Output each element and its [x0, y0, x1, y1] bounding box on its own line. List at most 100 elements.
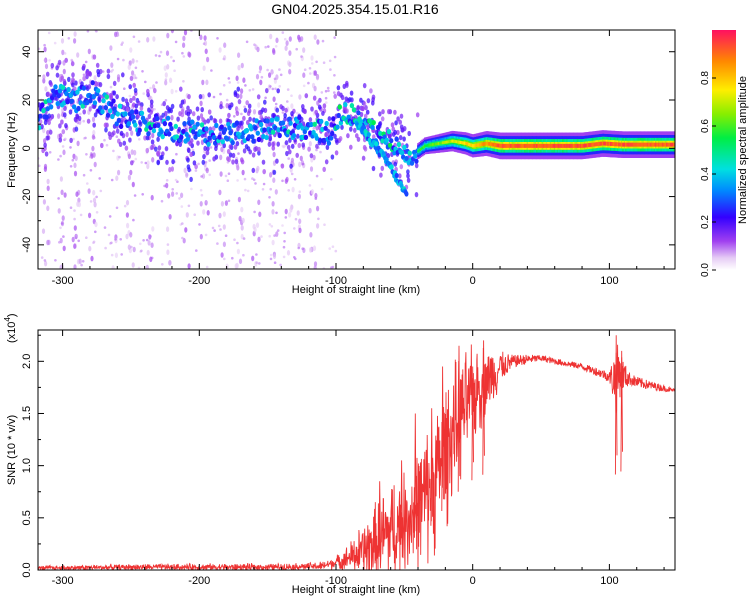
x-tick-label: -200: [188, 575, 210, 587]
noise-speckle: [274, 45, 278, 48]
band-segment: [649, 142, 652, 147]
noise-speckle: [274, 102, 278, 106]
noise-speckle: [205, 265, 209, 269]
band-segment: [648, 142, 651, 147]
band-segment: [424, 144, 427, 148]
noise-streak-blob: [42, 199, 47, 205]
band-segment: [600, 141, 603, 146]
band-segment: [503, 143, 506, 148]
ridge-cloud-blob: [286, 144, 291, 150]
ridge-cloud-blob: [396, 129, 400, 136]
noise-streak-blob: [239, 93, 243, 100]
band-segment: [553, 143, 557, 148]
noise-streak-blob: [187, 51, 191, 57]
ridge-cloud-blob: [324, 132, 328, 138]
noise-speckle: [144, 161, 148, 165]
ridge-core-blob: [126, 121, 131, 127]
branch-blob: [399, 183, 404, 189]
noise-streak-blob: [289, 207, 293, 213]
ridge-cloud-blob: [87, 84, 92, 90]
noise-speckle: [175, 152, 178, 156]
noise-speckle: [79, 213, 83, 217]
noise-speckle: [76, 121, 80, 125]
ridge-core-blob: [100, 109, 105, 115]
ridge-cloud-blob: [103, 122, 108, 128]
noise-speckle: [219, 228, 222, 231]
ridge-cloud-blob: [64, 123, 68, 129]
ridge-core-blob: [264, 134, 269, 141]
noise-speckle: [73, 209, 76, 212]
noise-speckle: [248, 89, 252, 92]
noise-streak-blob: [151, 226, 155, 232]
ridge-cloud-blob: [165, 105, 170, 111]
noise-streak-blob: [218, 47, 222, 53]
ridge-cloud-blob: [345, 108, 349, 114]
band-segment: [529, 143, 532, 148]
ridge-cloud-blob: [82, 75, 86, 82]
band-segment: [645, 142, 648, 147]
band-segment: [592, 142, 595, 147]
band-segment: [558, 143, 561, 148]
band-segment: [510, 143, 513, 148]
ridge-core-blob: [219, 124, 224, 130]
noise-speckle: [163, 184, 166, 188]
noise-speckle: [216, 37, 219, 40]
noise-streak-blob: [222, 241, 226, 248]
noise-speckle: [81, 260, 85, 263]
noise-streak-blob: [180, 192, 184, 199]
ridge-core-blob: [101, 98, 106, 104]
band-segment: [439, 141, 442, 145]
noise-streak-blob: [41, 228, 46, 234]
band-segment: [604, 141, 607, 146]
y-tick-label: 20: [21, 94, 33, 106]
noise-speckle: [165, 179, 169, 182]
band-segment: [445, 140, 449, 144]
noise-streak-blob: [183, 30, 188, 36]
ridge-core-blob: [286, 129, 291, 135]
noise-streak-blob: [111, 265, 115, 269]
colorbar-tick-label: 0.2: [700, 215, 711, 229]
ridge-core-blob: [105, 112, 111, 118]
ridge-cloud-blob: [304, 93, 309, 99]
band-segment: [635, 142, 639, 147]
ridge-core-blob: [190, 119, 195, 125]
ridge-cloud-blob: [109, 94, 114, 100]
noise-streak-blob: [275, 231, 279, 237]
ridge-cloud-blob: [154, 146, 158, 152]
ridge-cloud-blob: [295, 152, 300, 158]
noise-streak-blob: [77, 201, 81, 208]
ridge-cloud-blob: [242, 148, 247, 154]
ridge-cloud-blob: [130, 160, 134, 166]
noise-speckle: [69, 165, 73, 168]
noise-streak-blob: [296, 210, 300, 216]
ridge-core-blob: [168, 121, 173, 127]
noise-speckle: [190, 187, 193, 191]
noise-streak-blob: [256, 46, 260, 53]
noise-streak-blob: [258, 211, 262, 218]
ridge-core-blob: [324, 120, 329, 127]
band-segment: [461, 141, 464, 145]
noise-streak-blob: [170, 114, 174, 121]
ridge-cloud-blob: [380, 116, 385, 122]
snr-x-ticks: -300 -200 -100 0 100: [52, 330, 665, 587]
band-segment: [527, 143, 531, 148]
ridge-cloud-blob: [253, 146, 257, 152]
ridge-core-blob: [288, 120, 293, 126]
ridge-cloud-blob: [95, 62, 100, 68]
ridge-cloud-blob: [201, 117, 205, 123]
snr-spike: [400, 460, 403, 545]
band-segment: [540, 143, 543, 148]
noise-streak-blob: [170, 30, 174, 34]
ridge-cloud-blob: [288, 149, 292, 155]
band-segment: [506, 143, 509, 148]
band-segment: [619, 142, 622, 147]
noise-speckle: [94, 230, 97, 234]
band-segment: [421, 146, 424, 150]
band-segment: [500, 143, 503, 148]
ridge-cloud-blob: [41, 147, 45, 154]
ridge-core-blob: [335, 124, 340, 130]
band-segment: [596, 142, 599, 147]
noise-streak-blob: [274, 189, 278, 195]
ridge-cloud-blob: [206, 118, 210, 124]
ridge-cloud-blob: [145, 147, 150, 154]
